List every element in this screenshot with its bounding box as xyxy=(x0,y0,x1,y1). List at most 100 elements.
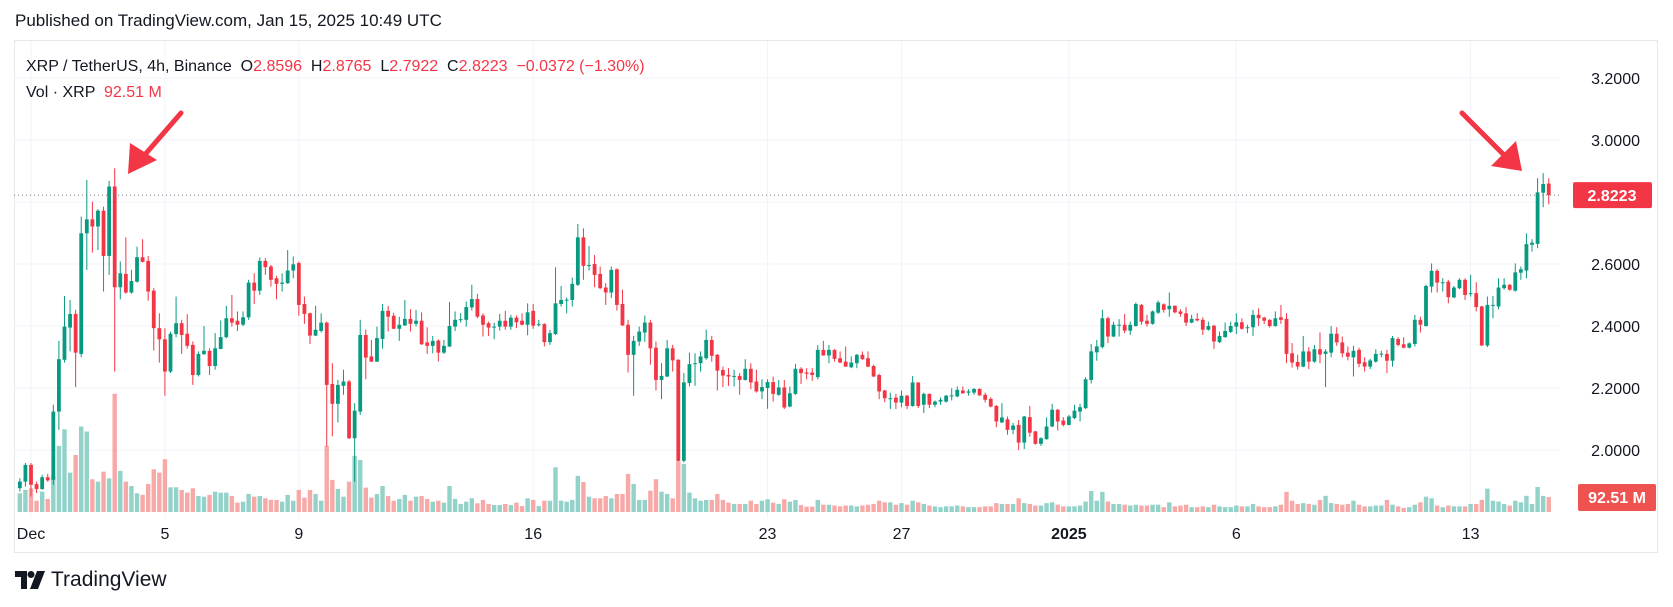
candle-body xyxy=(1396,339,1400,345)
candle xyxy=(642,315,647,342)
candle xyxy=(1502,278,1507,290)
time-tick-label: 13 xyxy=(1462,526,1480,543)
candle xyxy=(977,388,982,396)
ohlc-row: XRP / TetherUS, 4h, Binance O2.8596 H2.8… xyxy=(26,54,645,80)
candle-body xyxy=(626,324,630,355)
volume-bar xyxy=(1161,507,1166,512)
volume-bar xyxy=(927,505,932,512)
candle xyxy=(815,344,820,380)
candle xyxy=(1016,419,1021,450)
candle xyxy=(1491,295,1495,319)
candle xyxy=(743,359,748,381)
candle xyxy=(1239,318,1244,330)
candle xyxy=(1189,314,1194,324)
candle xyxy=(96,209,100,251)
candle-body xyxy=(983,394,988,400)
candle xyxy=(648,319,653,365)
candle-body xyxy=(882,390,887,399)
candle xyxy=(447,302,452,348)
candle-body xyxy=(1033,431,1038,444)
candle xyxy=(1128,321,1133,335)
volume-bar xyxy=(832,505,837,512)
candle xyxy=(1267,319,1272,328)
candle-body xyxy=(229,318,234,323)
candle xyxy=(274,275,279,300)
candle xyxy=(665,339,670,378)
candle xyxy=(1039,437,1043,446)
candle-body xyxy=(207,350,212,366)
candle xyxy=(787,386,792,408)
candle xyxy=(1452,286,1456,299)
price-axis[interactable]: 2.0000 2.2000 2.4000 2.6000 3.0000 3.2000 xyxy=(1591,71,1640,460)
symbol-title[interactable]: XRP / TetherUS, 4h, Binance xyxy=(26,58,232,75)
candle-body xyxy=(821,349,826,356)
volume-bar xyxy=(1077,505,1083,512)
volume-bar xyxy=(620,493,625,512)
volume-bar xyxy=(1206,507,1211,512)
volume-bar xyxy=(196,496,201,512)
volume-bar xyxy=(1490,500,1496,512)
volume-bar xyxy=(553,467,558,512)
candle-body xyxy=(1005,419,1010,430)
volume-bar xyxy=(743,503,748,512)
volume-bar xyxy=(1027,503,1033,512)
candle xyxy=(988,397,993,408)
candle-body xyxy=(1457,279,1462,289)
candle-body xyxy=(827,349,831,356)
candle-body xyxy=(101,210,106,256)
volume-bar xyxy=(888,502,893,512)
candle xyxy=(732,369,736,387)
volume-bar xyxy=(1222,507,1228,512)
candle-body xyxy=(592,264,597,275)
candle-body xyxy=(1122,324,1127,331)
published-caption: Published on TradingView.com, Jan 15, 20… xyxy=(15,11,442,30)
candle-body xyxy=(40,477,45,490)
candle-body xyxy=(23,464,28,482)
candle-body xyxy=(1334,333,1339,343)
volume-bar xyxy=(503,503,508,512)
volume-bar xyxy=(1356,504,1362,512)
candle xyxy=(1546,178,1551,205)
time-tick-label: 9 xyxy=(294,526,303,543)
candle-body xyxy=(1061,420,1066,425)
volume-bar xyxy=(268,499,274,512)
volume-title[interactable]: Vol · XRP xyxy=(26,84,96,101)
candle-body xyxy=(642,322,647,333)
candle-body xyxy=(508,317,513,327)
volume-bar xyxy=(703,499,709,512)
candle xyxy=(1044,417,1049,440)
candle xyxy=(1083,377,1088,410)
arrow-left-shaft xyxy=(139,110,184,161)
candle xyxy=(79,216,84,358)
volume-bar xyxy=(592,498,597,512)
candle xyxy=(481,313,485,337)
volume-bar xyxy=(837,506,843,512)
candle-body xyxy=(319,322,324,331)
candle xyxy=(1334,327,1339,346)
volume-bar xyxy=(698,500,703,512)
candle xyxy=(531,303,536,329)
candle-body xyxy=(793,368,798,394)
candle-body xyxy=(1479,306,1484,346)
volume-bar xyxy=(341,496,346,512)
candle xyxy=(1223,322,1228,338)
candle-body xyxy=(564,299,569,301)
candle xyxy=(330,363,335,437)
candle-body xyxy=(553,303,558,335)
candle-body xyxy=(408,318,413,324)
volume-bar xyxy=(570,499,575,512)
candle-body xyxy=(743,368,748,380)
candle-body xyxy=(1206,326,1211,330)
volume-bar xyxy=(687,492,692,512)
volume-bar xyxy=(893,504,899,512)
arrow-right-shaft xyxy=(1459,110,1508,159)
chart-legend: XRP / TetherUS, 4h, Binance O2.8596 H2.8… xyxy=(26,54,645,106)
last-price-badge-bg xyxy=(1573,182,1652,209)
candle-body xyxy=(899,395,904,403)
candle-body xyxy=(732,375,736,377)
candle-body xyxy=(202,350,206,355)
time-axis[interactable]: Dec 5 9 16 23 27 2025 6 13 xyxy=(17,526,1480,543)
candle xyxy=(1206,321,1211,331)
candle-body xyxy=(737,375,742,380)
